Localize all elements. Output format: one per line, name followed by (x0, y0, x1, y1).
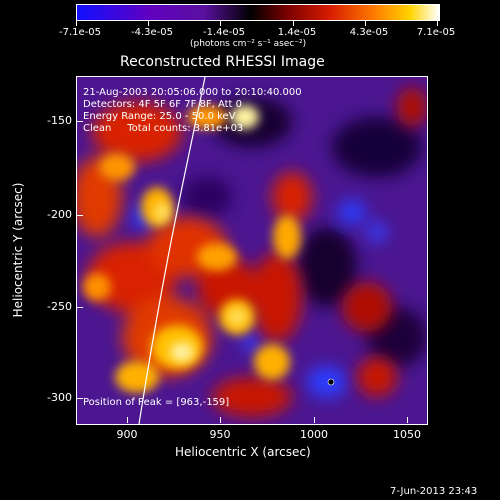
colorbar-label: -7.1e-05 (59, 27, 101, 38)
colorbar-label: 7.1e-05 (416, 27, 456, 38)
image-plot: 21-Aug-2003 20:05:06.000 to 20:10:40.000… (76, 76, 428, 425)
y-tick-label: -200 (47, 208, 72, 221)
plot-title: Reconstructed RHESSI Image (120, 54, 325, 70)
colorbar-tick (365, 21, 366, 26)
solar-limb-curve (138, 77, 206, 424)
colorbar-label: -4.3e-05 (131, 27, 173, 38)
x-tick-label: 950 (209, 428, 231, 441)
y-tick (77, 215, 83, 216)
colorbar-tick (76, 21, 77, 26)
y-tick-label: -150 (47, 114, 72, 127)
info-time-range: 21-Aug-2003 20:05:06.000 to 20:10:40.000 (83, 87, 302, 98)
peak-marker (327, 378, 335, 386)
colorbar-tick (293, 21, 294, 26)
x-tick (407, 417, 408, 423)
y-tick (77, 398, 83, 399)
colorbar-label: 1.4e-05 (277, 27, 317, 38)
x-axis-title: Heliocentric X (arcsec) (175, 445, 311, 459)
x-tick-label: 1000 (300, 428, 328, 441)
info-detectors: Detectors: 4F 5F 6F 7F 8F, Att 0 (83, 99, 243, 110)
x-tick (314, 417, 315, 423)
colorbar (76, 4, 440, 21)
x-tick (127, 417, 128, 423)
info-energy-range: Energy Range: 25.0 - 50.0 keV (83, 111, 236, 122)
info-peak-position: Position of Peak = [963,-159] (83, 397, 230, 408)
colorbar-tick (220, 21, 221, 26)
y-tick (77, 307, 83, 308)
x-tick-label: 1050 (393, 428, 421, 441)
colorbar-label: -1.4e-05 (203, 27, 245, 38)
colorbar-label: 4.3e-05 (349, 27, 389, 38)
x-tick-label: 900 (116, 428, 138, 441)
y-tick (77, 121, 83, 122)
x-tick (220, 417, 221, 423)
y-axis-title: Heliocentric Y (arcsec) (11, 182, 25, 318)
colorbar-tick (437, 21, 438, 26)
info-clean-counts: Clean Total counts: 3.81e+03 (83, 123, 244, 134)
y-tick-label: -250 (47, 300, 72, 313)
colorbar-units: (photons cm⁻² s⁻¹ asec⁻²) (190, 39, 307, 49)
colorbar-tick (148, 21, 149, 26)
timestamp: 7-Jun-2013 23:43 (390, 486, 478, 497)
y-tick-label: -300 (47, 391, 72, 404)
intensity-map (77, 77, 427, 424)
